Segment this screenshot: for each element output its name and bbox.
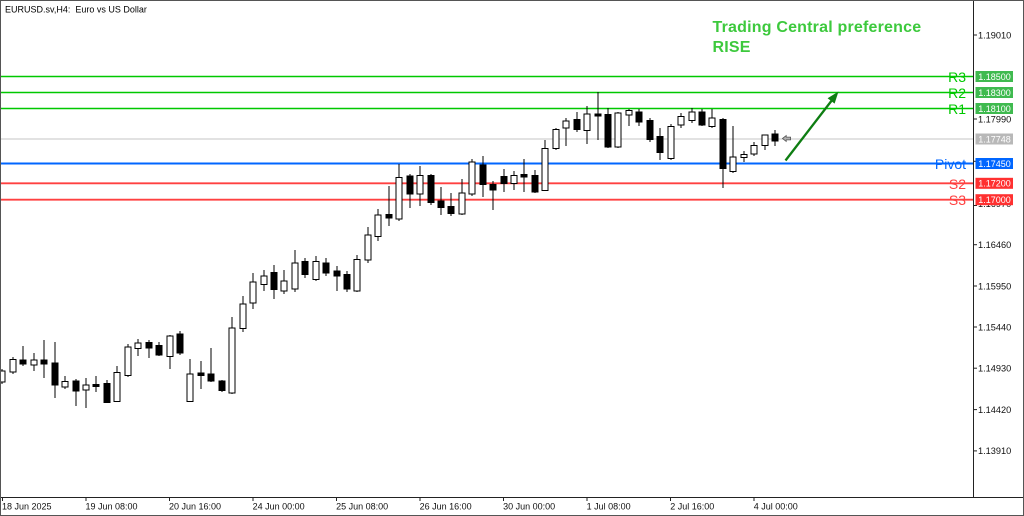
svg-text:20 Jun 16:00: 20 Jun 16:00 (169, 502, 221, 512)
svg-text:1.14930: 1.14930 (978, 364, 1011, 374)
svg-text:1.17200: 1.17200 (978, 179, 1011, 189)
svg-text:2 Jul 16:00: 2 Jul 16:00 (670, 502, 714, 512)
svg-text:26 Jun 16:00: 26 Jun 16:00 (420, 502, 472, 512)
svg-text:18 Jun 2025: 18 Jun 2025 (2, 502, 52, 512)
svg-text:30 Jun 00:00: 30 Jun 00:00 (503, 502, 555, 512)
svg-text:R1: R1 (948, 101, 966, 117)
svg-text:1.18300: 1.18300 (978, 88, 1011, 98)
svg-text:R2: R2 (948, 85, 966, 101)
svg-text:S2: S2 (949, 176, 966, 192)
svg-text:1.15950: 1.15950 (978, 281, 1011, 291)
svg-text:1.17990: 1.17990 (978, 114, 1011, 124)
svg-text:1.14420: 1.14420 (978, 405, 1011, 415)
svg-text:24 Jun 00:00: 24 Jun 00:00 (253, 502, 305, 512)
svg-text:1.15440: 1.15440 (978, 322, 1011, 332)
svg-text:EURUSD.sv,H4: Euro vs US Doll: EURUSD.sv,H4: Euro vs US Dollar (5, 4, 147, 14)
svg-text:Pivot: Pivot (935, 156, 966, 172)
svg-text:1.17450: 1.17450 (978, 159, 1011, 169)
svg-text:1.18100: 1.18100 (978, 104, 1011, 114)
svg-text:1.17748: 1.17748 (978, 134, 1011, 144)
svg-text:19 Jun 08:00: 19 Jun 08:00 (86, 502, 138, 512)
svg-text:1.19010: 1.19010 (978, 30, 1011, 40)
svg-text:S3: S3 (949, 192, 966, 208)
svg-text:1.13910: 1.13910 (978, 446, 1011, 456)
svg-text:1.17000: 1.17000 (978, 195, 1011, 205)
svg-text:1.18500: 1.18500 (978, 72, 1011, 82)
svg-text:1 Jul 08:00: 1 Jul 08:00 (587, 502, 631, 512)
svg-text:25 Jun 08:00: 25 Jun 08:00 (336, 502, 388, 512)
svg-text:RISE: RISE (713, 39, 751, 56)
svg-text:Trading Central preference: Trading Central preference (713, 19, 922, 36)
svg-text:1.16460: 1.16460 (978, 240, 1011, 250)
svg-text:4 Jul 00:00: 4 Jul 00:00 (754, 502, 798, 512)
svg-text:R3: R3 (948, 69, 966, 85)
